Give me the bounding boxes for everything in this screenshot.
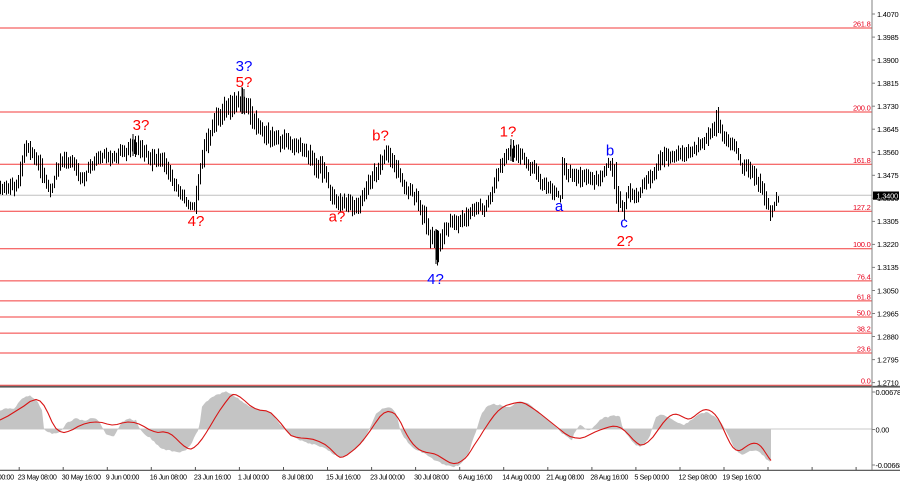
svg-text:2?: 2? — [617, 233, 634, 250]
svg-text:-0.00668: -0.00668 — [876, 461, 900, 470]
svg-text:14 Aug 00:00: 14 Aug 00:00 — [502, 473, 540, 482]
svg-text:200.0: 200.0 — [853, 104, 871, 113]
svg-text:6 Aug 16:00: 6 Aug 16:00 — [458, 473, 492, 482]
svg-text:1.2795: 1.2795 — [877, 355, 899, 364]
svg-text:23.6: 23.6 — [857, 345, 871, 354]
svg-text:8 Jul 08:00: 8 Jul 08:00 — [282, 473, 313, 482]
svg-text:1.4070: 1.4070 — [877, 10, 899, 19]
svg-text:23 Jul 00:00: 23 Jul 00:00 — [370, 473, 405, 482]
svg-text:1.3305: 1.3305 — [877, 217, 899, 226]
svg-text:1.2965: 1.2965 — [877, 309, 899, 318]
svg-text:261.8: 261.8 — [853, 20, 871, 29]
svg-text:12 Sep 08:00: 12 Sep 08:00 — [679, 473, 717, 482]
svg-text:1?: 1? — [500, 124, 517, 141]
svg-text:16 Jun 08:00: 16 Jun 08:00 — [150, 473, 187, 482]
svg-text:23 May 08:00: 23 May 08:00 — [18, 473, 57, 482]
svg-text:b?: b? — [372, 128, 389, 145]
svg-text:1.3050: 1.3050 — [877, 286, 899, 295]
svg-text:21 Aug 08:00: 21 Aug 08:00 — [546, 473, 584, 482]
svg-text:4?: 4? — [427, 271, 444, 288]
svg-text:30 Jul 08:00: 30 Jul 08:00 — [414, 473, 449, 482]
svg-text:1.3135: 1.3135 — [877, 263, 899, 272]
svg-text:1.3400: 1.3400 — [877, 191, 899, 200]
svg-text:1.3220: 1.3220 — [877, 240, 899, 249]
svg-text:50.0: 50.0 — [857, 309, 871, 318]
svg-text:16 May 00:00: 16 May 00:00 — [0, 473, 14, 482]
svg-text:0.00: 0.00 — [876, 425, 890, 434]
svg-text:1.3475: 1.3475 — [877, 171, 899, 180]
svg-text:161.8: 161.8 — [853, 156, 871, 165]
svg-text:61.8: 61.8 — [857, 292, 871, 301]
svg-text:3?: 3? — [133, 117, 150, 134]
svg-text:b: b — [606, 143, 614, 160]
svg-text:1.3730: 1.3730 — [877, 102, 899, 111]
svg-text:1.3645: 1.3645 — [877, 125, 899, 134]
svg-text:a: a — [555, 198, 564, 215]
svg-text:1 Jul 00:00: 1 Jul 00:00 — [238, 473, 269, 482]
svg-text:4?: 4? — [188, 213, 205, 230]
svg-text:0.0: 0.0 — [861, 377, 871, 386]
svg-text:28 Aug 16:00: 28 Aug 16:00 — [590, 473, 628, 482]
svg-text:127.2: 127.2 — [853, 203, 871, 212]
svg-text:c: c — [620, 215, 628, 232]
svg-text:38.2: 38.2 — [857, 325, 871, 334]
svg-text:1.2880: 1.2880 — [877, 332, 899, 341]
svg-text:5 Sep 00:00: 5 Sep 00:00 — [634, 473, 669, 482]
svg-text:3?: 3? — [236, 58, 253, 75]
svg-text:0.00678: 0.00678 — [876, 388, 900, 397]
svg-text:19 Sep 16:00: 19 Sep 16:00 — [723, 473, 761, 482]
svg-text:a?: a? — [329, 209, 346, 226]
svg-text:100.0: 100.0 — [853, 240, 871, 249]
svg-text:9 Jun 00:00: 9 Jun 00:00 — [106, 473, 140, 482]
svg-text:5?: 5? — [236, 74, 253, 91]
svg-text:76.4: 76.4 — [857, 272, 871, 281]
svg-text:1.3985: 1.3985 — [877, 33, 899, 42]
svg-text:1.2710: 1.2710 — [877, 378, 899, 387]
svg-text:1.3560: 1.3560 — [877, 148, 899, 157]
svg-text:30 May 16:00: 30 May 16:00 — [62, 473, 101, 482]
svg-text:1.3900: 1.3900 — [877, 56, 899, 65]
svg-text:23 Jun 16:00: 23 Jun 16:00 — [194, 473, 231, 482]
svg-text:15 Jul 16:00: 15 Jul 16:00 — [326, 473, 361, 482]
svg-text:1.3815: 1.3815 — [877, 79, 899, 88]
